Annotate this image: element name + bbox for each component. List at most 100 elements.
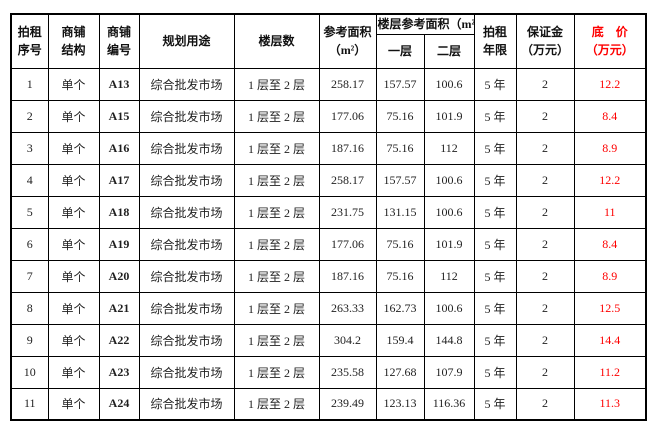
table-row: 9 单个 A22 综合批发市场 1 层至 2 层 304.2 159.4 144… [10,323,647,357]
cell-deposit: 2 [515,323,575,357]
cell-shop-number: A24 [98,387,140,421]
table-row: 11 单个 A24 综合批发市场 1 层至 2 层 239.49 123.13 … [10,387,647,421]
header-deposit-line1: 保证金 [527,24,564,39]
cell-serial: 3 [10,131,49,165]
cell-usage: 综合批发市场 [138,67,235,101]
header-ref-area-line1: 参考面积 [323,24,372,39]
cell-deposit: 2 [515,387,575,421]
cell-structure: 单个 [47,131,100,165]
table-row: 8 单个 A21 综合批发市场 1 层至 2 层 263.33 162.73 1… [10,291,647,325]
cell-ref-area: 231.75 [318,195,377,229]
cell-floor2-area: 101.9 [423,99,475,133]
table-row: 7 单个 A20 综合批发市场 1 层至 2 层 187.16 75.16 11… [10,259,647,293]
header-term: 拍租 年限 [473,13,517,69]
table-header: 拍租 序号 商铺 结构 商铺 编号 规划用途 楼层数 参考面积 （m²） 楼层参… [10,13,647,69]
header-floor1: 一层 [375,33,425,69]
cell-floors: 1 层至 2 层 [233,195,320,229]
cell-base-price: 8.4 [573,99,647,133]
cell-floors: 1 层至 2 层 [233,387,320,421]
cell-floors: 1 层至 2 层 [233,163,320,197]
cell-usage: 综合批发市场 [138,323,235,357]
cell-structure: 单个 [47,355,100,389]
cell-base-price: 12.2 [573,163,647,197]
cell-deposit: 2 [515,195,575,229]
cell-floors: 1 层至 2 层 [233,323,320,357]
header-shop-number-line2: 编号 [106,43,131,58]
cell-floor1-area: 159.4 [375,323,425,357]
cell-deposit: 2 [515,99,575,133]
header-floor-ref-area: 楼层参考面积（m²） [375,13,475,35]
cell-serial: 4 [10,163,49,197]
cell-shop-number: A19 [98,227,140,261]
cell-base-price: 12.5 [573,291,647,325]
cell-term: 5 年 [473,67,517,101]
cell-ref-area: 239.49 [318,387,377,421]
header-serial: 拍租 序号 [10,13,49,69]
cell-term: 5 年 [473,387,517,421]
cell-serial: 2 [10,99,49,133]
cell-structure: 单个 [47,163,100,197]
cell-shop-number: A22 [98,323,140,357]
cell-serial: 6 [10,227,49,261]
cell-structure: 单个 [47,291,100,325]
cell-shop-number: A15 [98,99,140,133]
cell-shop-number: A20 [98,259,140,293]
cell-floors: 1 层至 2 层 [233,131,320,165]
cell-ref-area: 263.33 [318,291,377,325]
header-deposit-line2: （万元） [521,43,570,58]
cell-ref-area: 304.2 [318,323,377,357]
cell-shop-number: A13 [98,67,140,101]
cell-structure: 单个 [47,323,100,357]
cell-floor2-area: 100.6 [423,195,475,229]
cell-base-price: 11.2 [573,355,647,389]
cell-floor2-area: 112 [423,131,475,165]
header-shop-number: 商铺 编号 [98,13,140,69]
cell-floor1-area: 157.57 [375,67,425,101]
cell-serial: 5 [10,195,49,229]
cell-floor1-area: 162.73 [375,291,425,325]
cell-serial: 7 [10,259,49,293]
cell-structure: 单个 [47,67,100,101]
cell-shop-number: A16 [98,131,140,165]
cell-floor1-area: 75.16 [375,227,425,261]
cell-ref-area: 177.06 [318,99,377,133]
table-row: 6 单个 A19 综合批发市场 1 层至 2 层 177.06 75.16 10… [10,227,647,261]
cell-term: 5 年 [473,99,517,133]
cell-term: 5 年 [473,323,517,357]
cell-shop-number: A18 [98,195,140,229]
cell-ref-area: 187.16 [318,131,377,165]
cell-ref-area: 177.06 [318,227,377,261]
cell-deposit: 2 [515,259,575,293]
header-floors: 楼层数 [233,13,320,69]
header-term-line1: 拍租 [483,24,508,39]
cell-ref-area: 258.17 [318,67,377,101]
cell-floors: 1 层至 2 层 [233,291,320,325]
cell-floors: 1 层至 2 层 [233,259,320,293]
header-ref-area-line2: （m²） [328,43,367,58]
cell-floors: 1 层至 2 层 [233,355,320,389]
header-base-price: 底 价 （万元） [573,13,647,69]
cell-serial: 1 [10,67,49,101]
cell-usage: 综合批发市场 [138,163,235,197]
cell-term: 5 年 [473,227,517,261]
cell-deposit: 2 [515,131,575,165]
cell-base-price: 14.4 [573,323,647,357]
cell-floor1-area: 123.13 [375,387,425,421]
cell-floor2-area: 100.6 [423,163,475,197]
header-usage: 规划用途 [138,13,235,69]
cell-base-price: 12.2 [573,67,647,101]
cell-shop-number: A21 [98,291,140,325]
header-base-price-line1: 底 价 [591,24,628,39]
header-row-sub: 一层 二层 [11,33,646,69]
cell-deposit: 2 [515,355,575,389]
cell-structure: 单个 [47,99,100,133]
cell-usage: 综合批发市场 [138,259,235,293]
table-body: 1 单个 A13 综合批发市场 1 层至 2 层 258.17 157.57 1… [10,67,647,421]
cell-floor2-area: 116.36 [423,387,475,421]
header-base-price-line2: （万元） [585,43,634,58]
cell-floor2-area: 107.9 [423,355,475,389]
cell-term: 5 年 [473,355,517,389]
cell-term: 5 年 [473,291,517,325]
cell-floor1-area: 127.68 [375,355,425,389]
cell-usage: 综合批发市场 [138,355,235,389]
